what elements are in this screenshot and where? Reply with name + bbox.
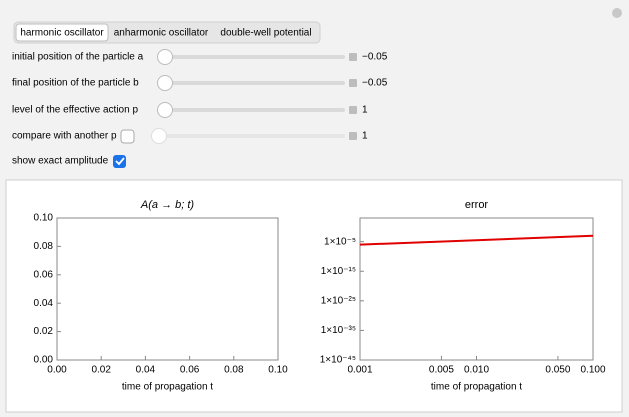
y-tick-label: 0.10 — [34, 213, 54, 224]
x-axis-label: time of propagation t — [122, 382, 213, 393]
x-tick-label: 0.050 — [545, 365, 570, 376]
slider-track[interactable] — [158, 81, 345, 85]
x-tick-label: 0.001 — [347, 365, 372, 376]
tab-label[interactable]: anharmonic oscillator — [114, 28, 209, 39]
checkbox-label: show exact amplitude — [12, 156, 109, 167]
control-label: initial position of the particle a — [12, 52, 144, 63]
x-tick-label: 0.010 — [464, 365, 489, 376]
slider-plus[interactable] — [349, 53, 357, 61]
control-label: compare with another p — [12, 131, 117, 142]
slider-thumb[interactable] — [157, 102, 173, 118]
checkbox-checked[interactable] — [113, 155, 126, 168]
chart-title: error — [465, 199, 489, 211]
slider-value: −0.05 — [362, 52, 388, 63]
slider-value: −0.05 — [362, 78, 388, 89]
tab-selected[interactable] — [15, 23, 109, 42]
plot-frame — [56, 217, 279, 361]
y-tick-label: 1×10⁻¹⁵ — [321, 266, 356, 277]
chart-title: A(a → b; t) — [140, 199, 195, 211]
y-tick-label: 0.04 — [34, 298, 54, 309]
tab-label[interactable]: harmonic oscillator — [20, 28, 104, 39]
x-axis-label: time of propagation t — [431, 382, 522, 393]
x-tick-label: 0.06 — [180, 365, 200, 376]
x-tick-label: 0.005 — [429, 365, 454, 376]
y-tick-label: 0.06 — [34, 269, 54, 280]
data-line — [359, 234, 594, 246]
x-tick-label: 0.08 — [224, 365, 244, 376]
tab-label[interactable]: double-well potential — [220, 28, 311, 39]
control-label: level of the effective action p — [12, 105, 138, 116]
slider-thumb[interactable] — [151, 128, 167, 144]
y-tick-label: 1×10⁻²⁵ — [321, 295, 356, 306]
checkmark — [115, 157, 125, 166]
x-tick-label: 0.00 — [47, 365, 67, 376]
options-button[interactable] — [612, 8, 622, 18]
slider-track[interactable] — [152, 134, 345, 138]
x-tick-label: 0.02 — [91, 365, 111, 376]
y-tick-label: 1×10⁻⁴⁵ — [320, 355, 356, 366]
x-tick-label: 0.10 — [268, 365, 288, 376]
control-label: final position of the particle b — [12, 78, 139, 89]
y-tick-label: 0.02 — [34, 326, 54, 337]
y-tick-label: 0.08 — [34, 241, 54, 252]
slider-plus[interactable] — [349, 132, 357, 140]
slider-thumb[interactable] — [157, 75, 173, 91]
slider-plus[interactable] — [349, 106, 357, 114]
slider-track[interactable] — [158, 55, 345, 59]
y-tick-label: 0.00 — [34, 355, 54, 366]
slider-track[interactable] — [158, 108, 345, 112]
output-pane — [5, 179, 623, 413]
y-tick-label: 1×10⁻³⁵ — [321, 325, 356, 336]
slider-thumb[interactable] — [157, 49, 173, 65]
y-tick-label: 1×10⁻⁵ — [324, 236, 356, 247]
checkbox[interactable] — [120, 129, 135, 144]
slider-value: 1 — [362, 131, 368, 142]
slider-plus[interactable] — [349, 79, 357, 87]
x-tick-label: 0.04 — [136, 365, 156, 376]
slider-value: 1 — [362, 105, 368, 116]
x-tick-label: 0.100 — [580, 365, 605, 376]
